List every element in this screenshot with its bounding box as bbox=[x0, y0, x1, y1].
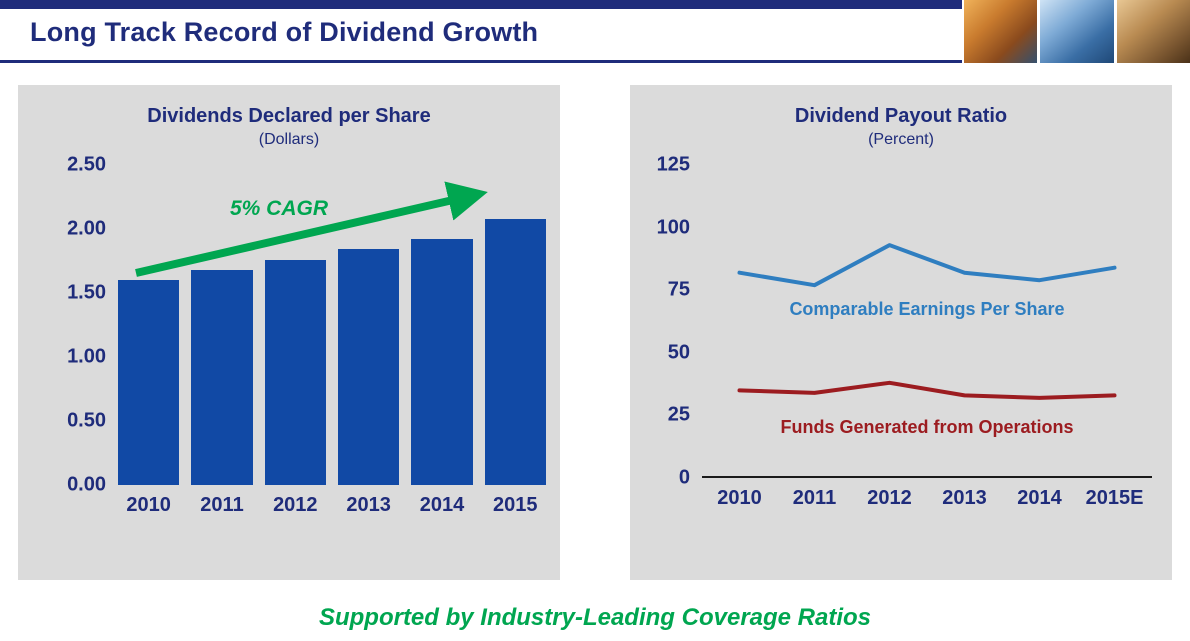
bar-chart-xlabels: 2010 2011 2012 2013 2014 2015 bbox=[118, 494, 546, 517]
charts-row: Dividends Declared per Share (Dollars) 2… bbox=[0, 85, 1190, 580]
page-title: Long Track Record of Dividend Growth bbox=[30, 17, 539, 47]
payout-ratio-panel: Dividend Payout Ratio (Percent) 125 100 75… bbox=[630, 85, 1172, 580]
bar-2012 bbox=[264, 259, 326, 485]
footer-tagline: Supported by Industry-Leading Coverage R… bbox=[318, 604, 872, 631]
line-chart-xlabels: 2010 2011 2012 2013 2014 2015E bbox=[702, 487, 1152, 510]
line-y-tick: 125 bbox=[656, 153, 690, 176]
bar-x-tick: 2010 bbox=[126, 494, 171, 516]
industrial-workers-photo bbox=[964, 0, 1038, 63]
bar-y-tick: 0.50 bbox=[67, 409, 106, 432]
bar-y-tick: 1.00 bbox=[67, 345, 106, 368]
bar-2015 bbox=[484, 218, 546, 485]
header-divider bbox=[0, 60, 962, 63]
bar-y-tick: 2.50 bbox=[67, 153, 106, 176]
line-y-tick: 50 bbox=[667, 341, 690, 364]
bar-2011 bbox=[191, 269, 253, 485]
bar-x-tick: 2013 bbox=[346, 494, 391, 516]
line-y-tick: 100 bbox=[656, 216, 690, 239]
plant-workers-photo bbox=[1040, 0, 1114, 63]
bar-y-tick: 1.50 bbox=[67, 281, 106, 304]
dividends-declared-panel: Dividends Declared per Share (Dollars) 2… bbox=[18, 85, 560, 580]
bar-chart-body: 2.50 2.00 1.50 1.00 0.50 0.00 5% CAGR bbox=[18, 154, 560, 496]
bar-x-tick: 2015 bbox=[493, 494, 538, 516]
line-chart-yaxis: 125 100 75 50 25 0 bbox=[644, 154, 702, 489]
line-y-tick: 25 bbox=[667, 403, 690, 426]
line-x-tick: 2015E bbox=[1085, 487, 1144, 509]
bar-x-tick: 2012 bbox=[273, 494, 318, 516]
bar-2010 bbox=[118, 280, 180, 485]
field-worker-photo bbox=[1116, 0, 1190, 63]
header-photo-strip bbox=[964, 0, 1190, 63]
bar-series bbox=[118, 165, 546, 485]
line-x-tick: 2012 bbox=[867, 487, 912, 509]
payout-line-0 bbox=[737, 243, 1117, 288]
line-chart-subtitle: (Percent) bbox=[868, 131, 934, 148]
payout-lines-svg bbox=[737, 243, 1117, 400]
bar-2013 bbox=[337, 249, 400, 485]
slide-header: Long Track Record of Dividend Growth bbox=[0, 0, 1190, 63]
bar-chart-subtitle: (Dollars) bbox=[258, 131, 320, 148]
bar-y-tick: 0.00 bbox=[67, 473, 106, 496]
line-chart-plot: Comparable Earnings Per Share Funds Gene… bbox=[702, 165, 1152, 478]
header-accent-strip bbox=[0, 0, 962, 9]
line-x-tick: 2010 bbox=[717, 487, 762, 509]
line-x-tick: 2013 bbox=[942, 487, 987, 509]
line-y-tick: 0 bbox=[678, 466, 690, 489]
bar-chart-yaxis: 2.50 2.00 1.50 1.00 0.50 0.00 bbox=[32, 154, 118, 496]
bar-x-tick: 2014 bbox=[419, 494, 465, 516]
line-chart-body: 125 100 75 50 25 0 Comparable Earnings Per Sh… bbox=[630, 154, 1172, 489]
line-x-tick: 2011 bbox=[792, 487, 837, 509]
bar-2014 bbox=[411, 239, 473, 485]
line-chart-title: Dividend Payout Ratio bbox=[794, 105, 1008, 127]
line-x-tick: 2014 bbox=[1017, 487, 1062, 509]
cagr-annotation: 5% CAGR bbox=[230, 197, 329, 220]
bar-chart-plot: 5% CAGR bbox=[118, 165, 546, 485]
payout-line-1 bbox=[737, 380, 1117, 400]
bar-chart-title: Dividends Declared per Share bbox=[147, 105, 431, 127]
series-label-comparable-eps: Comparable Earnings Per Share bbox=[789, 299, 1065, 319]
bar-x-tick: 2011 bbox=[200, 494, 244, 516]
bar-y-tick: 2.00 bbox=[67, 217, 106, 240]
line-y-tick: 75 bbox=[667, 278, 690, 301]
series-label-funds-from-operations: Funds Generated from Operations bbox=[780, 417, 1074, 437]
slide-footer: Supported by Industry-Leading Coverage R… bbox=[0, 604, 1190, 632]
